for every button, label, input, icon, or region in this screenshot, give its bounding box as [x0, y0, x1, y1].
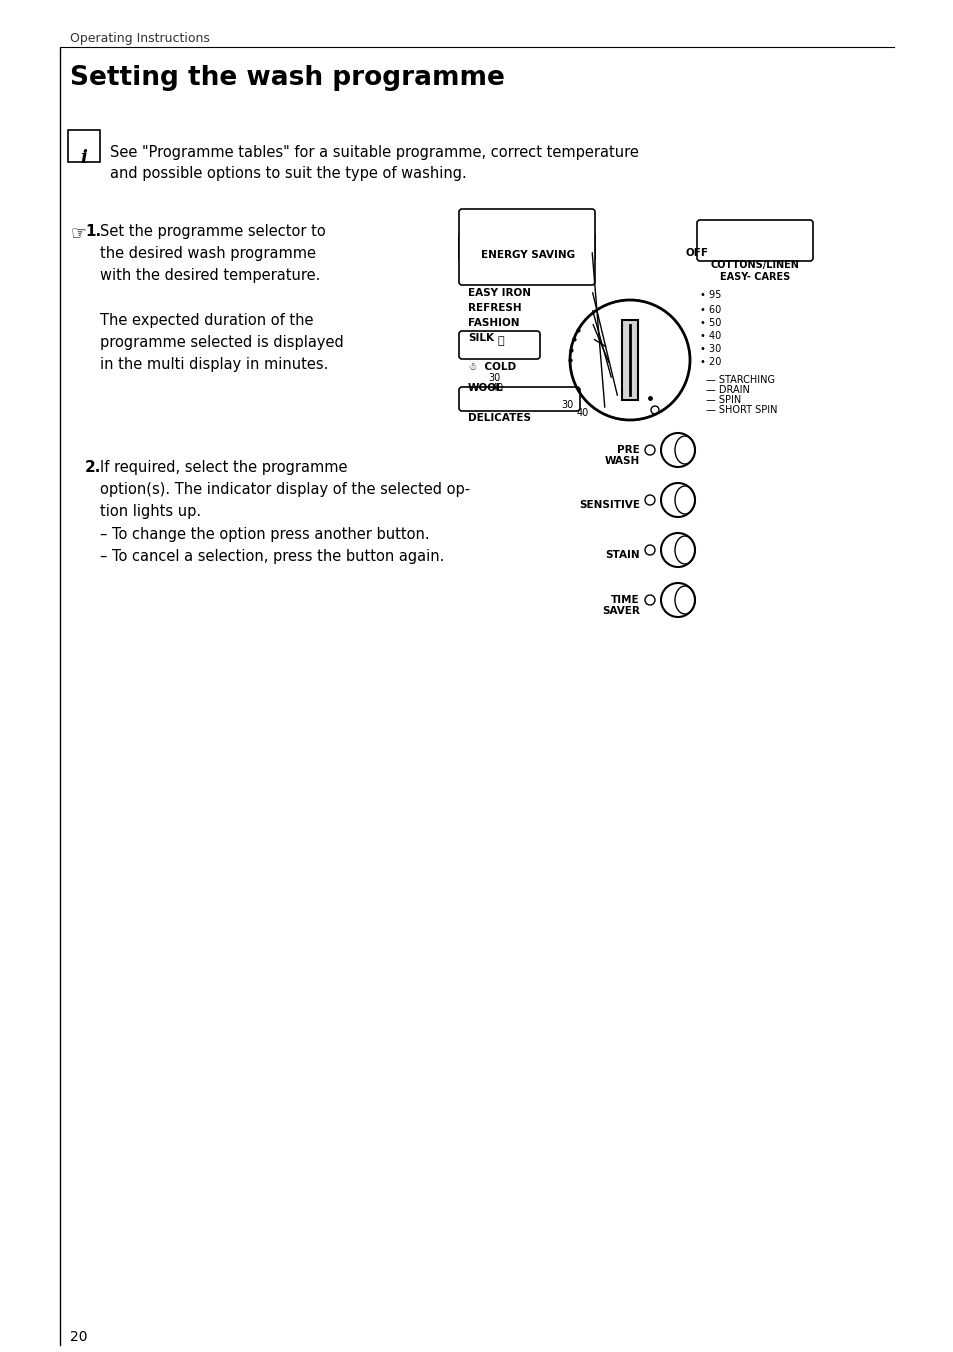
Text: 30: 30	[488, 373, 499, 383]
FancyBboxPatch shape	[458, 387, 579, 411]
Text: • 40: • 40	[700, 331, 720, 341]
Text: See "Programme tables" for a suitable programme, correct temperature
and possibl: See "Programme tables" for a suitable pr…	[110, 145, 639, 181]
Text: • 50: • 50	[700, 318, 720, 329]
Text: REFRESH: REFRESH	[468, 303, 521, 314]
Text: 20: 20	[70, 1330, 88, 1344]
Text: ☞: ☞	[70, 224, 86, 242]
Text: EASY- CARES: EASY- CARES	[720, 272, 789, 283]
FancyBboxPatch shape	[68, 130, 100, 162]
Text: Operating Instructions: Operating Instructions	[70, 32, 210, 45]
Text: Set the programme selector to
the desired wash programme
with the desired temper: Set the programme selector to the desire…	[100, 224, 343, 372]
Text: SAVER: SAVER	[601, 606, 639, 617]
FancyBboxPatch shape	[458, 210, 595, 285]
Text: • 30: • 30	[700, 343, 720, 354]
Text: — STARCHING: — STARCHING	[705, 375, 774, 385]
Text: 40: 40	[492, 383, 504, 393]
Text: EASY IRON: EASY IRON	[468, 288, 531, 297]
Bar	[621, 320, 638, 400]
FancyBboxPatch shape	[458, 233, 595, 261]
Text: ENERGY SAVING: ENERGY SAVING	[480, 250, 575, 260]
Text: SENSITIVE: SENSITIVE	[578, 500, 639, 510]
Text: 40: 40	[577, 408, 589, 418]
FancyBboxPatch shape	[458, 331, 539, 360]
Text: ☃  COLD: ☃ COLD	[468, 362, 516, 372]
Text: — SHORT SPIN: — SHORT SPIN	[705, 406, 777, 415]
Text: • 95: • 95	[700, 289, 720, 300]
Text: DELICATES: DELICATES	[468, 412, 531, 423]
Text: SILK: SILK	[468, 333, 494, 343]
Text: 2.: 2.	[85, 460, 101, 475]
Text: 30: 30	[560, 400, 573, 410]
Text: STAIN: STAIN	[605, 550, 639, 560]
Text: • 60: • 60	[700, 306, 720, 315]
Text: i: i	[80, 149, 88, 168]
Text: TIME: TIME	[611, 595, 639, 604]
FancyBboxPatch shape	[697, 220, 812, 261]
Text: — SPIN: — SPIN	[705, 395, 740, 406]
Text: COTTONS/LINEN: COTTONS/LINEN	[710, 260, 799, 270]
Text: WOOL: WOOL	[468, 383, 503, 393]
Text: If required, select the programme
option(s). The indicator display of the select: If required, select the programme option…	[100, 460, 470, 564]
Text: ⛺: ⛺	[497, 337, 504, 346]
Text: FASHION: FASHION	[468, 318, 519, 329]
Text: OFF: OFF	[685, 247, 708, 258]
Text: • 20: • 20	[700, 357, 720, 366]
Text: PRE: PRE	[617, 445, 639, 456]
Text: 1.: 1.	[85, 224, 101, 239]
Text: WASH: WASH	[604, 456, 639, 466]
Text: Setting the wash programme: Setting the wash programme	[70, 65, 504, 91]
Text: — DRAIN: — DRAIN	[705, 385, 749, 395]
